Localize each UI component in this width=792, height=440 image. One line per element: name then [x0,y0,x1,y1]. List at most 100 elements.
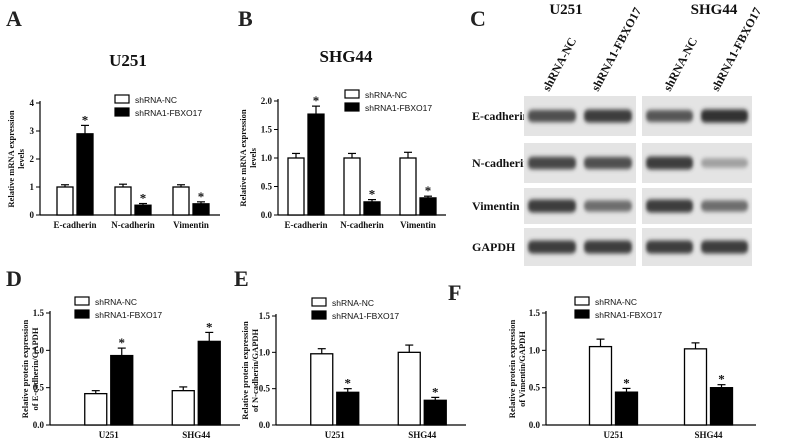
y-tick-label: 2.0 [261,96,273,106]
x-category-label: Vimentin [400,220,436,230]
bar-shrna-nc-n-cadherin [114,186,132,216]
legend-swatch-shrna1-fbxo17 [114,107,130,117]
y-axis-label: Relative protein expressionof E-cadherin… [20,320,40,419]
x-category-label: U251 [99,430,119,440]
blot-band [701,240,748,254]
y-tick-label: 0.5 [33,383,45,393]
blot-band [701,158,748,168]
bar-shrna1-fbxo17-e-cadherin [76,133,94,216]
significance-marker: * [82,112,89,127]
legend-swatch-shrna1-fbxo17 [344,102,360,112]
bar-shrna-nc-shg44 [171,390,195,426]
bar-shrna-nc-e-cadherin [56,186,74,216]
significance-marker: * [345,376,352,391]
cell-line-label-shg44: SHG44 [691,2,738,18]
y-tick-label: 0.0 [261,210,273,220]
significance-marker: * [718,372,725,387]
y-tick-label: 0.0 [259,420,271,430]
blot-band [584,200,632,212]
bar-shrna-nc-u251 [588,345,613,426]
x-category-label: SHG44 [408,430,437,440]
y-axis-label: Relative mRNA expressionlevels [238,109,258,206]
panel-letter-a: A [6,6,22,31]
bar-shrna-nc-u251 [310,353,334,426]
chart-title: SHG44 [320,47,373,66]
y-tick-label: 0.5 [261,182,273,192]
blot-band [646,109,693,123]
blot-band [528,240,576,254]
legend-swatch-shrna-nc [74,296,90,306]
y-tick-label: 0.5 [529,383,541,393]
significance-marker: * [432,384,439,399]
y-tick-label: 0.5 [259,384,271,394]
chart-e-cadherin-protein: Relative protein expressionof E-cadherin… [20,296,240,440]
legend-swatch-shrna-nc [574,296,590,306]
chart-u251-mrna: U251 Relative mRNA expressionlevels 0 1 2 3 4 *… [6,51,220,230]
blot-band [701,200,748,212]
y-tick-label: 2 [30,154,35,164]
blot-band [646,156,693,170]
legend-swatch-shrna-nc [344,89,360,99]
blot-band [584,109,632,123]
y-tick-label: 1.0 [33,345,45,355]
y-tick-label: 1.5 [529,308,541,318]
y-tick-label: 1.0 [529,345,541,355]
significance-marker: * [140,191,147,206]
blot-row-label-vimentin: Vimentin [472,199,520,213]
legend-label: shRNA1-FBXO17 [365,103,432,113]
x-category-label: N-cadherin [340,220,384,230]
legend-label: shRNA1-FBXO17 [95,310,162,320]
y-tick-label: 3 [30,126,35,136]
legend-swatch-shrna1-fbxo17 [574,309,590,319]
bar-shrna-nc-u251 [84,392,108,426]
lane-label-shrna-nc: shRNA-NC [660,35,700,93]
bar-shrna1-fbxo17-vimentin [192,203,210,216]
y-tick-label: 0.0 [529,420,541,430]
significance-marker: * [119,335,126,350]
blot-band [528,156,576,170]
chart-n-cadherin-protein: Relative protein expressionof N-cadherin… [240,297,466,440]
bar-shrna1-fbxo17-u251 [614,391,639,426]
y-tick-label: 0.0 [33,420,45,430]
blot-band [646,199,693,213]
panel-letter-c: C [470,6,486,31]
lane-label-shrna1-fbxo17: shRNA1-FBXO17 [588,5,644,93]
y-tick-label: 4 [30,98,35,108]
y-tick-label: 1 [30,182,35,192]
blot-band [701,109,748,123]
bar-shrna-nc-vimentin [172,186,190,216]
blot-band [528,109,576,123]
blot-band [584,156,632,170]
blot-band [584,240,632,254]
bar-shrna1-fbxo17-e-cadherin [307,113,325,216]
legend-swatch-shrna1-fbxo17 [311,310,327,320]
x-category-label: N-cadherin [111,220,155,230]
blot-row-label-e-cadherin: E-cadherin [472,109,530,123]
bar-shrna1-fbxo17-n-cadherin [363,201,381,216]
blot-band [528,199,576,213]
y-tick-label: 1.5 [261,125,273,135]
lane-label-shrna-nc: shRNA-NC [539,35,579,93]
legend-swatch-shrna1-fbxo17 [74,309,90,319]
y-axis-label: Relative mRNA expressionlevels [6,110,26,207]
y-tick-label: 1.0 [261,153,273,163]
x-category-label: U251 [325,430,345,440]
blot-band [646,240,693,254]
bar-shrna1-fbxo17-shg44 [197,340,221,426]
significance-marker: * [425,183,432,198]
x-category-label: SHG44 [694,430,723,440]
blot-row-label-n-cadherin: N-cadherin [472,156,530,170]
bar-shrna-nc-shg44 [683,348,708,426]
significance-marker: * [313,93,320,108]
panel-letter-f: F [448,280,461,305]
significance-marker: * [623,375,630,390]
legend-swatch-shrna-nc [114,94,130,104]
panel-letter-e: E [234,266,249,291]
y-tick-label: 1.5 [33,308,45,318]
legend-label: shRNA1-FBXO17 [595,310,662,320]
bar-shrna-nc-n-cadherin [343,157,361,216]
x-category-label: SHG44 [182,430,211,440]
legend-label: shRNA1-FBXO17 [332,311,399,321]
